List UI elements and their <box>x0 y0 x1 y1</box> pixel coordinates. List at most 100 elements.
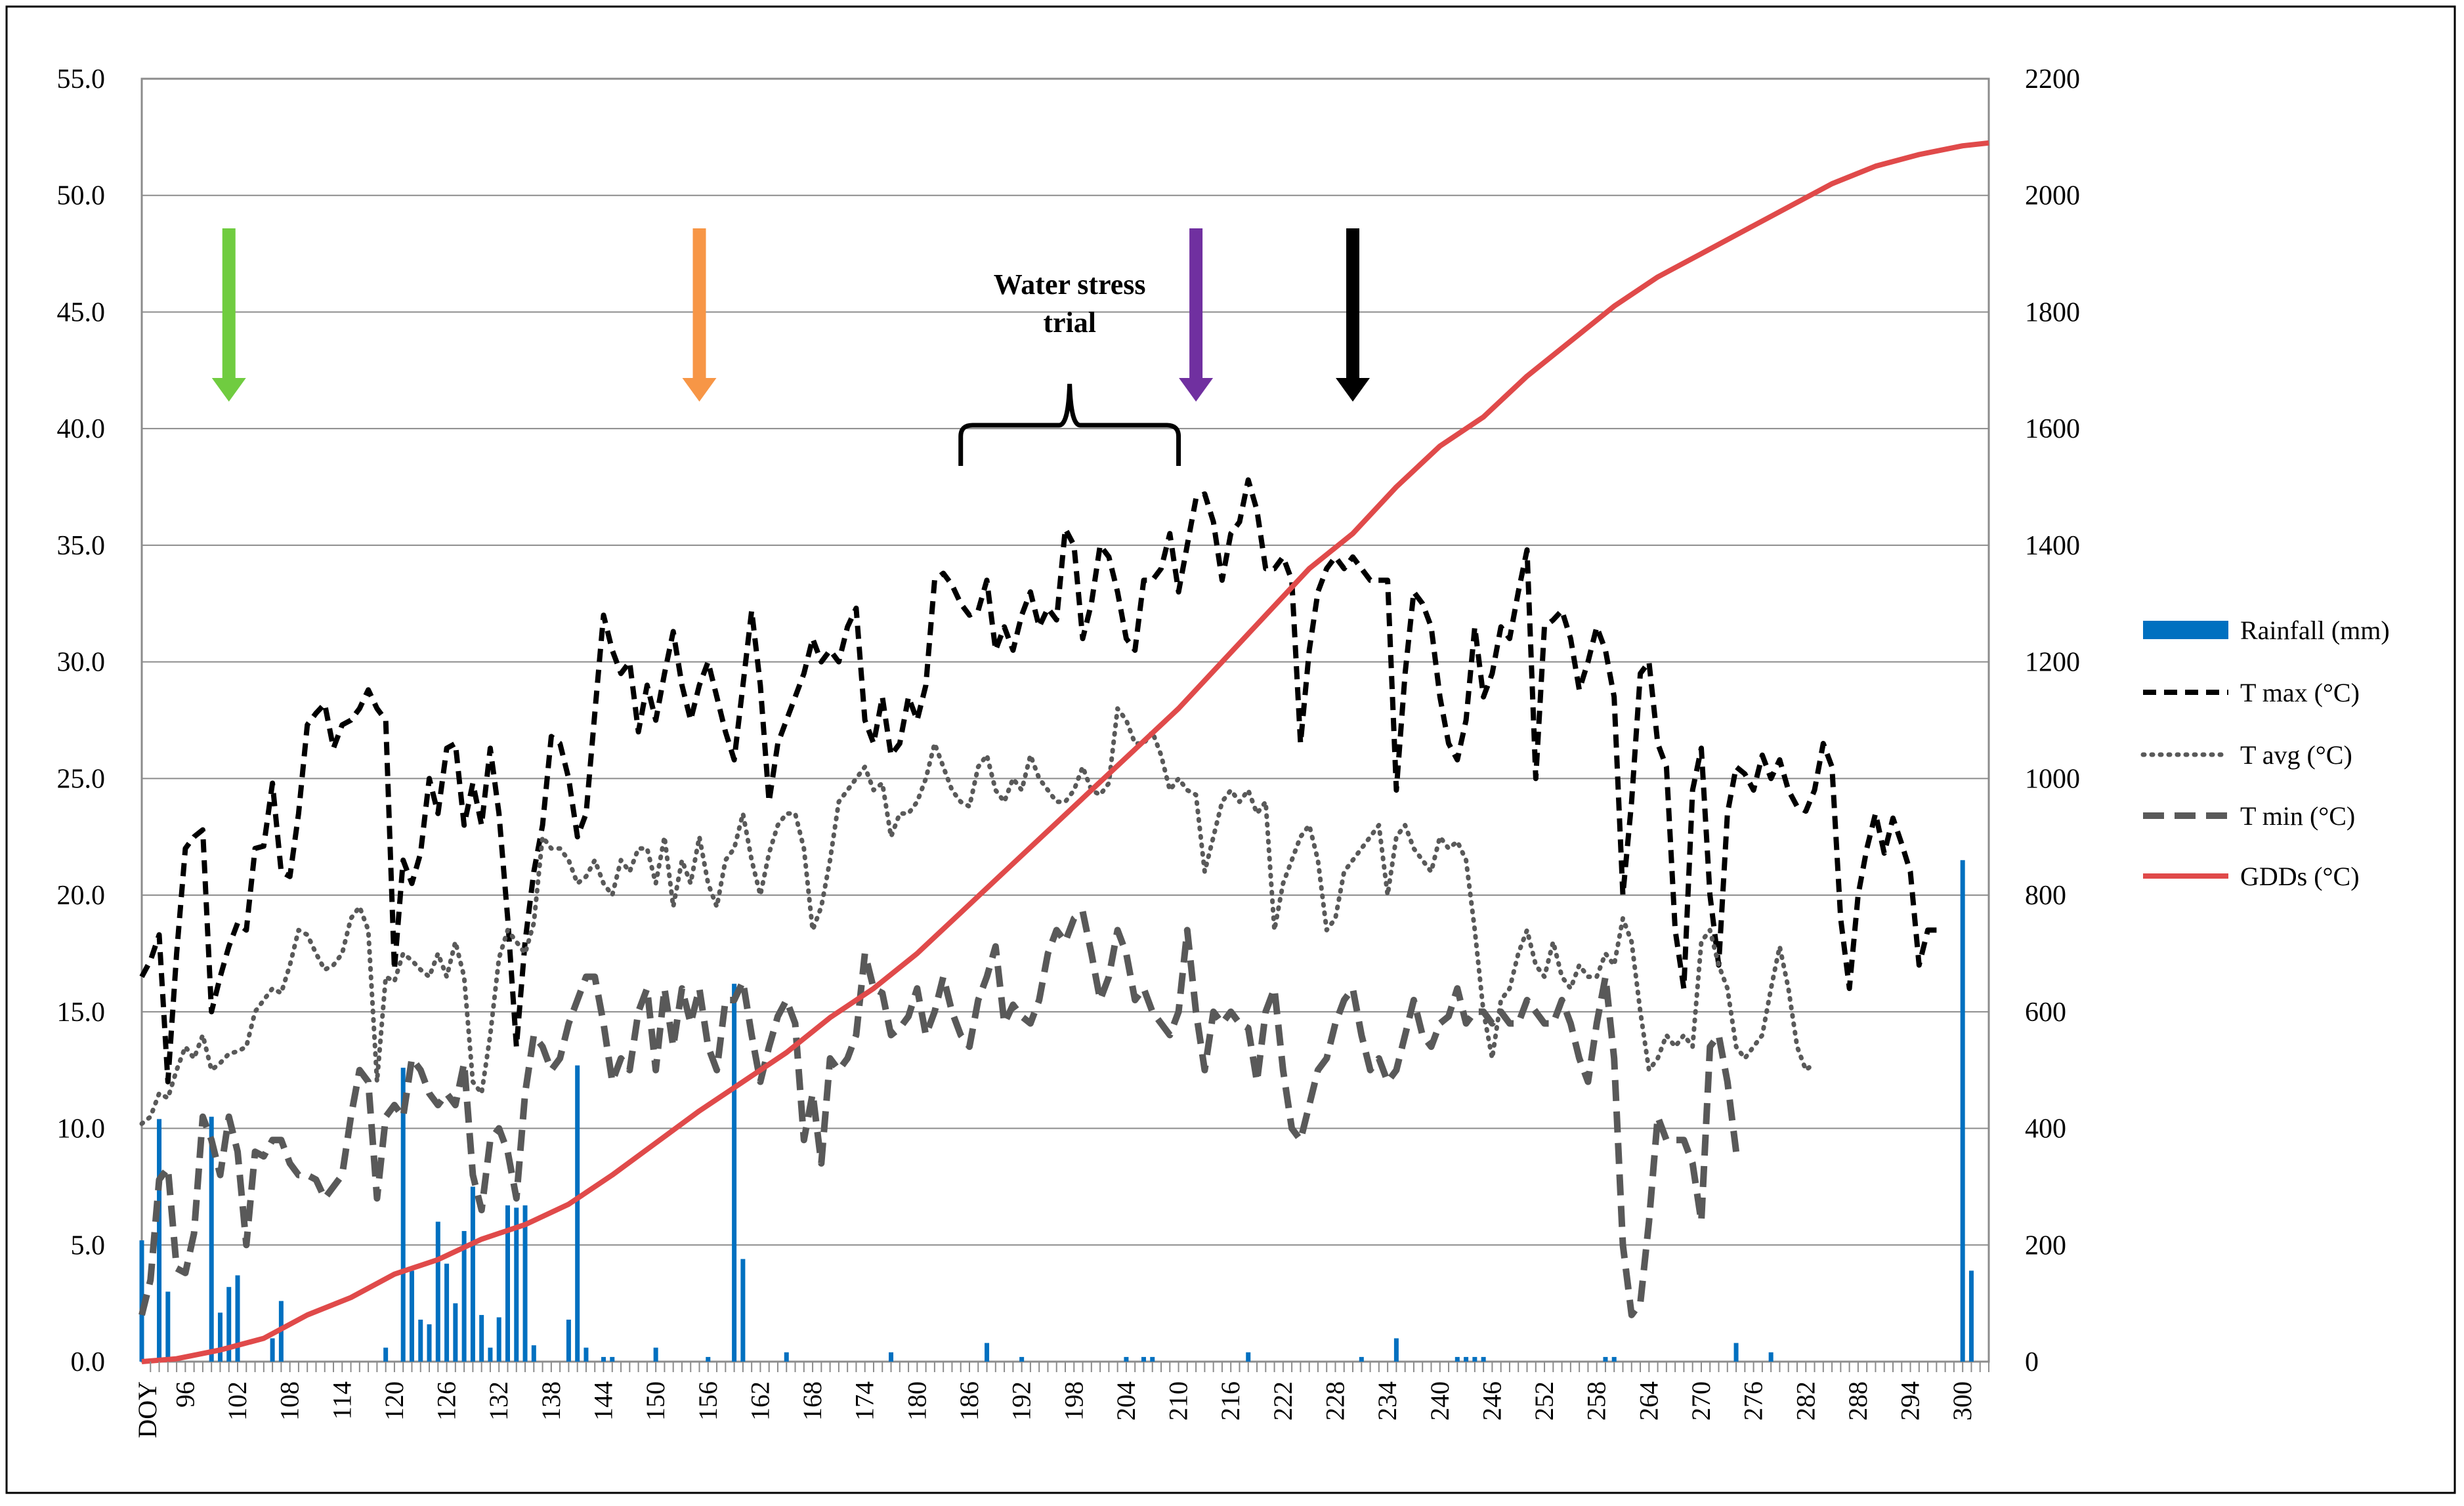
x-tick-label: 288 <box>1843 1381 1873 1421</box>
rainfall-bar <box>209 1116 214 1362</box>
y-right-tick-label: 200 <box>2025 1230 2066 1261</box>
series-lines <box>138 140 1989 1364</box>
x-tick-label: 222 <box>1268 1381 1298 1421</box>
y-right-tick-label: 1000 <box>2025 764 2080 794</box>
y-right-tick-label: 1600 <box>2025 414 2080 444</box>
x-tick-label: 138 <box>536 1381 566 1421</box>
annotations: Water stress trial <box>211 228 1370 466</box>
x-tick-label: 240 <box>1425 1381 1455 1421</box>
x-tick-label: 156 <box>693 1381 723 1421</box>
legend-label: GDDs (°C) <box>2240 862 2360 891</box>
rainfall-bar <box>505 1205 510 1362</box>
rainfall-bar <box>1481 1356 1486 1362</box>
legend-label: Rainfall (mm) <box>2240 616 2390 645</box>
rainfall-bar <box>610 1356 615 1362</box>
marker-arrow-head <box>682 378 717 402</box>
x-tick-label: 120 <box>379 1381 409 1421</box>
rainfall-bar <box>601 1356 606 1362</box>
rainfall-bar <box>889 1352 894 1362</box>
y-right-tick-label: 0 <box>2025 1347 2039 1377</box>
rainfall-bar <box>784 1352 789 1362</box>
y-right-tick-label: 400 <box>2025 1114 2066 1144</box>
x-tick-label: 198 <box>1059 1381 1088 1421</box>
rainfall-bar <box>1472 1356 1477 1362</box>
y-left-tick-label: 40.0 <box>57 414 106 444</box>
x-tick-label: 168 <box>797 1381 827 1421</box>
rainfall-bar <box>488 1347 493 1362</box>
rainfall-bar <box>1960 860 1965 1362</box>
legend: Rainfall (mm) T max (°C) T avg (°C) T min (… <box>2140 616 2390 891</box>
x-tick-label: 270 <box>1686 1381 1716 1421</box>
rainfall-bar <box>566 1320 571 1362</box>
x-tick-label: 246 <box>1477 1381 1506 1421</box>
rainfall-bar <box>165 1291 171 1362</box>
rainfall-bar <box>1141 1356 1146 1362</box>
x-tick-label: 162 <box>745 1381 775 1421</box>
y-right-tick-label: 1400 <box>2025 531 2080 561</box>
x-tick-label: 126 <box>432 1381 461 1421</box>
rainfall-bar <box>235 1275 240 1362</box>
y-left-tick-label: 30.0 <box>57 648 106 678</box>
marker-arrow-shaft <box>1189 228 1203 378</box>
x-tick-label: 228 <box>1320 1381 1349 1421</box>
x-tick-label: 300 <box>1947 1381 1977 1421</box>
gridlines <box>142 78 1989 1246</box>
legend-label: T avg (°C) <box>2240 740 2352 770</box>
y-left-tick-label: 20.0 <box>57 881 106 911</box>
x-tick-label: 252 <box>1529 1381 1559 1421</box>
rainfall-bar <box>409 1270 414 1362</box>
rainfall-bar <box>418 1320 423 1362</box>
y-left-tick-label: 0.0 <box>71 1347 106 1377</box>
rainfall-bar <box>157 1119 162 1362</box>
x-tick-label: 216 <box>1216 1381 1245 1421</box>
y-left-tick-label: 45.0 <box>57 297 106 327</box>
legend-label: T max (°C) <box>2240 678 2360 707</box>
rainfall-bar <box>1359 1356 1364 1362</box>
rainfall-bar <box>400 1068 406 1362</box>
x-tick-label: 96 <box>170 1381 200 1408</box>
marker-arrow-head <box>1179 378 1214 402</box>
rainfall-bar <box>1464 1356 1469 1362</box>
marker-arrow-shaft <box>222 228 236 378</box>
rainfall-bar <box>584 1347 589 1362</box>
rainfall-bar <box>444 1263 450 1362</box>
x-tick-label: 114 <box>327 1381 356 1420</box>
rainfall-bar <box>217 1312 223 1362</box>
series-line <box>139 477 1937 1085</box>
rainfall-bar <box>575 1065 580 1362</box>
y-right-tick-label: 2000 <box>2025 181 2080 211</box>
rainfall-bar <box>740 1259 746 1362</box>
rainfall-bar <box>985 1343 990 1362</box>
rainfall-bar <box>453 1303 458 1362</box>
series-line <box>138 908 1740 1318</box>
rainfall-bar <box>479 1314 484 1362</box>
y-left-tick-label: 15.0 <box>57 997 106 1028</box>
rainfall-bar <box>732 984 737 1362</box>
x-tick-label: 234 <box>1372 1381 1402 1421</box>
rainfall-bars <box>139 860 1974 1362</box>
rainfall-bar <box>226 1287 232 1362</box>
x-tick-label: 192 <box>1007 1381 1036 1421</box>
marker-arrow-shaft <box>1346 228 1360 378</box>
rainfall-bar <box>461 1230 467 1362</box>
marker-arrow-head <box>1336 378 1370 402</box>
rainfall-bar <box>1611 1356 1617 1362</box>
legend-label: T min (°C) <box>2240 801 2355 831</box>
x-tick-label: 144 <box>589 1381 618 1421</box>
x-tick-label: 294 <box>1896 1381 1925 1421</box>
water-stress-label: Water stress <box>994 268 1146 301</box>
marker-arrow-shaft <box>692 228 706 378</box>
rainfall-bar <box>435 1221 440 1362</box>
x-tick-label: 186 <box>954 1381 984 1421</box>
legend-swatch <box>2143 621 2228 639</box>
x-tick-label: 180 <box>902 1381 931 1421</box>
y-left-tick-label: 5.0 <box>71 1230 106 1261</box>
y-left-tick-label: 55.0 <box>57 64 106 94</box>
x-tick-label: 276 <box>1739 1381 1768 1421</box>
series-line <box>141 140 1989 1364</box>
water-stress-brace <box>958 383 1181 466</box>
x-tick-label: 282 <box>1791 1381 1820 1421</box>
rainfall-bar <box>514 1207 519 1362</box>
